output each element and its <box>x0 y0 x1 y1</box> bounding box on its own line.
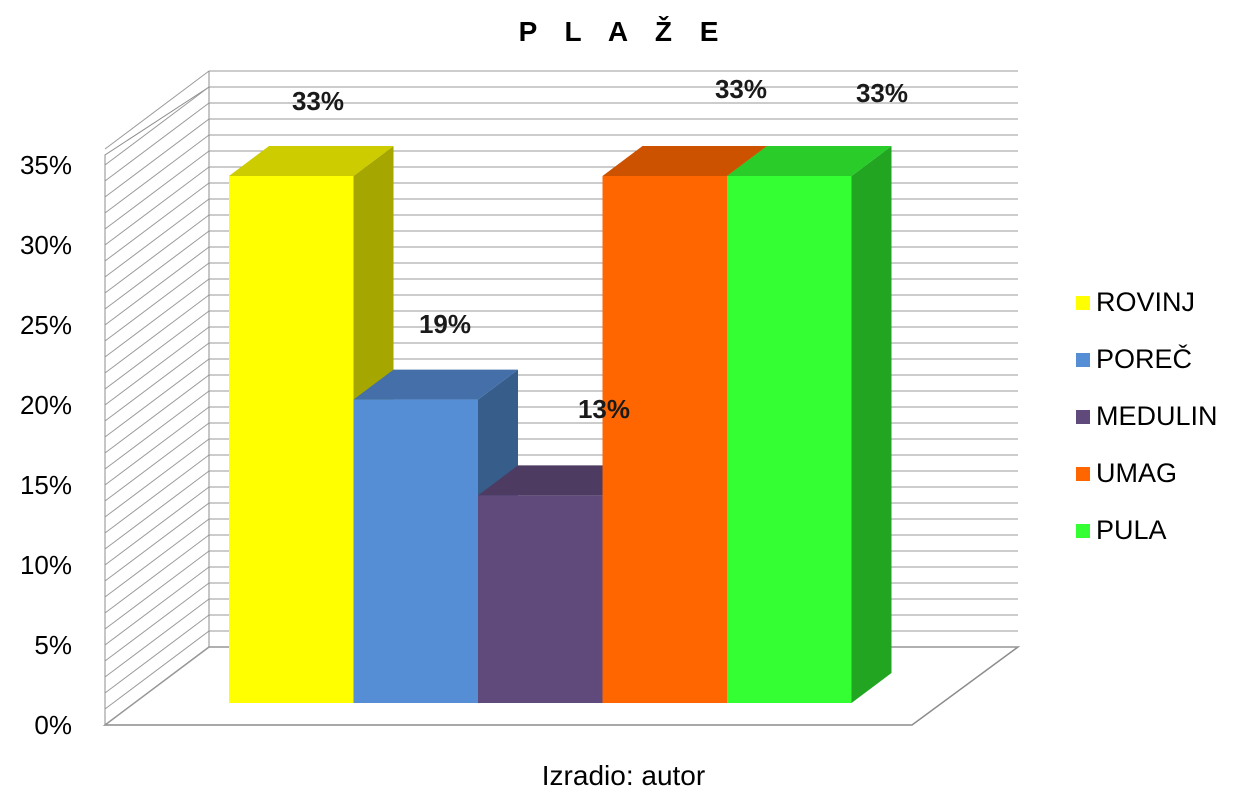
data-label: 13% <box>578 394 630 424</box>
bar-top <box>478 465 643 496</box>
bar <box>727 176 852 703</box>
gridline-side <box>104 582 210 662</box>
y-axis-ticks: 0% 5% 10% 15% 20% 25% 30% 35% <box>20 150 72 740</box>
gridline-side <box>104 614 210 694</box>
legend-label: ROVINJ <box>1096 287 1196 317</box>
bar-side <box>851 146 892 703</box>
gridline-side <box>104 646 210 726</box>
gridline-side <box>104 438 210 518</box>
gridline-side <box>104 198 210 278</box>
y-tick-label: 25% <box>20 310 72 340</box>
gridline-side <box>104 534 210 614</box>
gridline-side <box>104 566 210 646</box>
gridline-side <box>104 598 210 678</box>
y-tick-label: 15% <box>20 470 72 500</box>
legend-item: ROVINJ <box>1076 284 1218 321</box>
bars <box>229 146 892 703</box>
side-wall <box>104 86 210 726</box>
bar <box>602 176 727 703</box>
gridline-side <box>104 358 210 438</box>
gridline-side <box>104 454 210 534</box>
y-tick-label: 30% <box>20 230 72 260</box>
gridline-side <box>104 70 210 150</box>
gridline-side <box>104 214 210 294</box>
y-tick-label: 0% <box>34 710 72 740</box>
gridline-side <box>104 182 210 262</box>
gridline-side <box>104 86 210 166</box>
legend-label: UMAG <box>1096 458 1177 488</box>
gridline-side <box>104 502 210 582</box>
gridline-side <box>104 262 210 342</box>
gridline-side <box>104 486 210 566</box>
gridline-side <box>104 422 210 502</box>
legend-swatch <box>1076 523 1090 538</box>
legend-item: MEDULIN <box>1076 398 1218 435</box>
legend-item: PULA <box>1076 512 1218 549</box>
gridline-side <box>104 246 210 326</box>
gridline-side <box>104 630 210 710</box>
data-label: 33% <box>292 86 344 116</box>
data-labels: 33% 19% 13% 33% 33% <box>292 74 908 424</box>
gridline-side <box>104 150 210 230</box>
gridline-side <box>104 374 210 454</box>
gridline-side <box>104 470 210 550</box>
data-label: 33% <box>856 78 908 108</box>
bar-top <box>727 146 892 176</box>
legend-label: MEDULIN <box>1096 401 1218 431</box>
caption: Izradio: autor <box>541 760 706 791</box>
legend-label: POREČ <box>1096 344 1193 374</box>
gridline-side <box>104 390 210 470</box>
gridline-side <box>104 294 210 374</box>
gridline-side <box>104 326 210 406</box>
legend-swatch <box>1076 409 1090 424</box>
y-tick-label: 10% <box>20 550 72 580</box>
legend-label: PULA <box>1096 515 1167 545</box>
y-tick-label: 35% <box>20 150 72 180</box>
y-tick-label: 5% <box>34 630 72 660</box>
gridline-side <box>104 134 210 214</box>
bar-top <box>602 146 767 176</box>
gridline-side <box>104 230 210 310</box>
y-tick-label: 20% <box>20 390 72 420</box>
legend: ROVINJ POREČ MEDULIN UMAG PULA <box>1076 284 1218 569</box>
gridline-side <box>104 406 210 486</box>
gridline-side <box>104 342 210 422</box>
legend-swatch <box>1076 295 1090 310</box>
bar <box>478 495 603 703</box>
bar <box>353 399 478 703</box>
chart-title: P L A Ž E <box>518 16 729 47</box>
data-label: 19% <box>419 309 471 339</box>
data-label: 33% <box>715 74 767 104</box>
bar <box>229 176 354 703</box>
gridline-side <box>104 550 210 630</box>
legend-item: POREČ <box>1076 341 1218 378</box>
bar-top <box>229 146 394 176</box>
gridline-side <box>104 518 210 598</box>
gridline-side <box>104 102 210 182</box>
gridline-side <box>104 310 210 390</box>
legend-item: UMAG <box>1076 455 1218 492</box>
gridline-side <box>104 278 210 358</box>
gridline-side <box>104 166 210 246</box>
legend-swatch <box>1076 352 1090 367</box>
gridline-side <box>104 118 210 198</box>
legend-swatch <box>1076 466 1090 481</box>
bar-top <box>353 369 518 400</box>
